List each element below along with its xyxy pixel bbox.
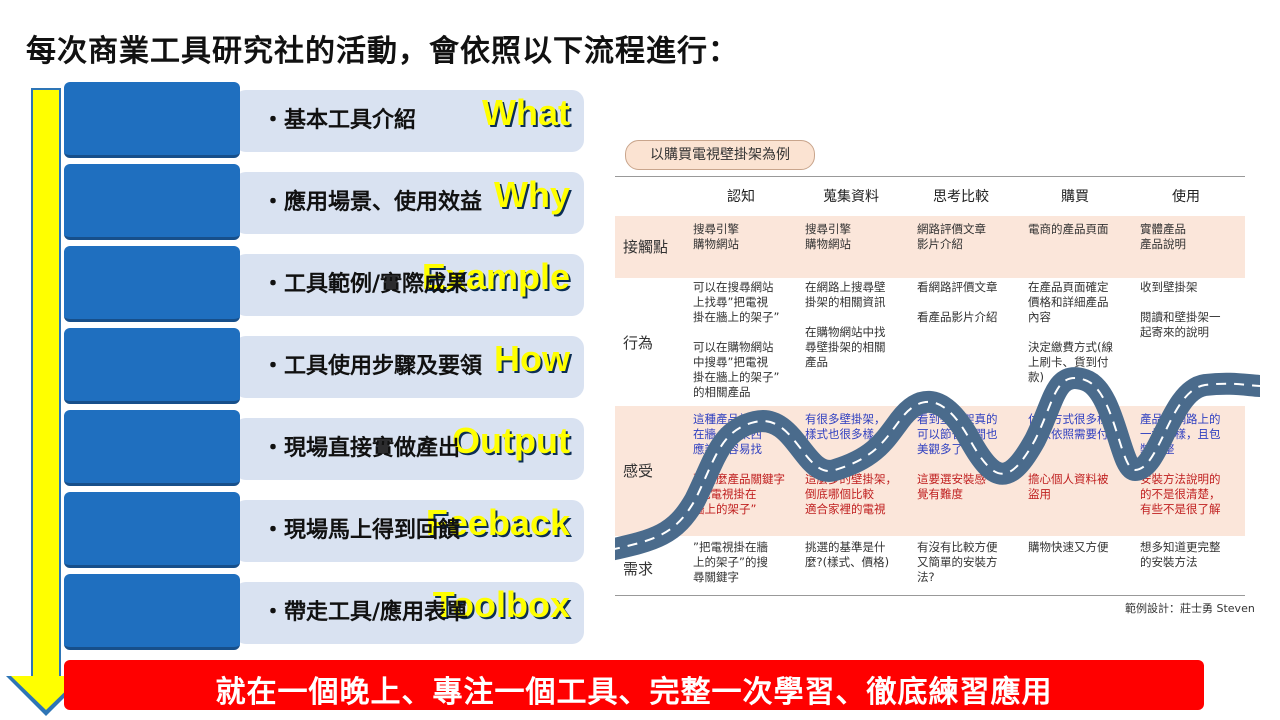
step-desc: ・工具範例/實際成果 bbox=[262, 272, 469, 297]
touchpoint-cell: 網路評價文章 影片介紹 bbox=[917, 222, 986, 251]
need-cell: 有沒有比較方便 又簡單的安裝方 法? bbox=[917, 540, 998, 584]
feeling-negative-cell: 擔心個人資料被 盜用 bbox=[1028, 472, 1109, 501]
row-label: 需求 bbox=[623, 560, 654, 578]
customer-journey-example: 以購買電視壁掛架為例 認知 蒐集資料 思考比較 購買 使用 接觸點 行為 感受 … bbox=[615, 140, 1260, 620]
feeling-negative-cell: 這麼多的壁掛架， 倒底哪個比較 適合家裡的電視 bbox=[805, 472, 897, 516]
step-feeback: Feeback ・現場馬上得到回饋 bbox=[64, 492, 584, 568]
step-bar bbox=[234, 500, 584, 562]
step-label-box bbox=[64, 82, 240, 158]
behavior-cell: 收到壁掛架 閱讀和壁掛架一 起寄來的說明 bbox=[1140, 280, 1221, 339]
table-bottom-rule bbox=[615, 595, 1245, 596]
step-desc: ・應用場景、使用效益 bbox=[262, 190, 483, 215]
column-header: 使用 bbox=[1172, 189, 1200, 205]
step-label-box bbox=[64, 328, 240, 404]
row-label: 接觸點 bbox=[623, 238, 669, 256]
step-bar bbox=[234, 172, 584, 234]
column-header: 思考比較 bbox=[933, 189, 989, 205]
step-label: Feeback bbox=[425, 502, 570, 543]
step-label: Example bbox=[421, 256, 570, 297]
step-bar bbox=[234, 90, 584, 152]
step-what: What ・基本工具介紹 bbox=[64, 82, 584, 158]
flow-arrow-shaft bbox=[31, 88, 61, 678]
row-label: 行為 bbox=[623, 334, 654, 352]
step-bar bbox=[234, 254, 584, 316]
touchpoint-cell: 搜尋引擎 購物網站 bbox=[805, 222, 851, 251]
table-top-rule bbox=[615, 176, 1245, 177]
behavior-cell: 在網路上搜尋壁 掛架的相關資訊 在購物網站中找 尋壁掛架的相關 產品 bbox=[805, 280, 886, 369]
column-header: 購買 bbox=[1061, 189, 1089, 205]
step-output: Output ・現場直接實做產出 bbox=[64, 410, 584, 486]
step-label: What bbox=[482, 92, 570, 133]
example-tag: 以購買電視壁掛架為例 bbox=[625, 140, 815, 170]
feeling-positive-cell: 有很多壁掛架， 樣式也很多樣 bbox=[805, 412, 886, 441]
step-bar bbox=[234, 336, 584, 398]
step-desc: ・現場直接實做產出 bbox=[262, 436, 461, 461]
step-desc: ・工具使用步驟及要領 bbox=[262, 354, 483, 379]
row-label: 感受 bbox=[623, 462, 654, 480]
step-label-box bbox=[64, 410, 240, 486]
step-label: Why bbox=[494, 174, 570, 215]
step-bar bbox=[234, 418, 584, 480]
step-desc: ・現場馬上得到回饋 bbox=[262, 518, 461, 543]
need-cell: 挑選的基準是什 麼?(樣式、價格) bbox=[805, 540, 890, 569]
feeling-negative-cell: 安裝方法說明的 的不是很清楚， 有些不是很了解 bbox=[1140, 472, 1221, 516]
step-bar bbox=[234, 582, 584, 644]
need-cell: 購物快速又方便 bbox=[1028, 540, 1109, 554]
page-title: 每次商業工具研究社的活動，會依照以下流程進行： bbox=[26, 34, 739, 69]
journey-road-curve bbox=[615, 367, 1260, 561]
step-example: Example ・工具範例/實際成果 bbox=[64, 246, 584, 322]
need-cell: 想多知道更完整 的安裝方法 bbox=[1140, 540, 1221, 569]
step-how: How ・工具使用步驟及要領 bbox=[64, 328, 584, 404]
step-toolbox: Toolbox ・帶走工具/應用表單 bbox=[64, 574, 584, 650]
step-label-box bbox=[64, 164, 240, 240]
feeling-negative-cell: 這要選安裝感 覺有難度 bbox=[917, 472, 986, 501]
summary-banner-text: 就在一個晚上、專注一個工具、完整一次學習、徹底練習應用 bbox=[215, 675, 1053, 710]
step-label-box bbox=[64, 246, 240, 322]
summary-banner: 就在一個晚上、專注一個工具、完整一次學習、徹底練習應用 bbox=[64, 660, 1204, 710]
step-label: Output bbox=[452, 420, 570, 461]
step-desc: ・基本工具介紹 bbox=[262, 108, 417, 133]
touchpoint-band bbox=[615, 216, 1245, 278]
need-cell: ”把電視掛在牆 上的架子”的搜 尋關鍵字 bbox=[693, 540, 768, 584]
touchpoint-cell: 電商的產品頁面 bbox=[1028, 222, 1109, 236]
column-header: 認知 bbox=[727, 189, 755, 205]
step-label-box bbox=[64, 574, 240, 650]
example-credit: 範例設計：莊士勇 Steven bbox=[1125, 602, 1255, 615]
step-label: Toolbox bbox=[432, 584, 570, 625]
behavior-cell: 在產品頁面確定 價格和詳細產品 內容 決定繳費方式(線 上刷卡、貨到付 款) bbox=[1028, 280, 1113, 384]
step-why: Why ・應用場景、使用效益 bbox=[64, 164, 584, 240]
touchpoint-cell: 實體產品 產品說明 bbox=[1140, 222, 1186, 251]
column-header: 蒐集資料 bbox=[823, 189, 879, 205]
step-desc: ・帶走工具/應用表單 bbox=[262, 600, 469, 625]
touchpoint-cell: 搜尋引擎 購物網站 bbox=[693, 222, 739, 251]
behavior-cell: 可以在搜尋網站 上找尋”把電視 掛在牆上的架子” 可以在購物網站 中搜尋”把電視… bbox=[693, 280, 780, 399]
step-label: How bbox=[494, 338, 570, 379]
behavior-cell: 看網路評價文章 看產品影片介紹 bbox=[917, 280, 998, 324]
step-label-box bbox=[64, 492, 240, 568]
